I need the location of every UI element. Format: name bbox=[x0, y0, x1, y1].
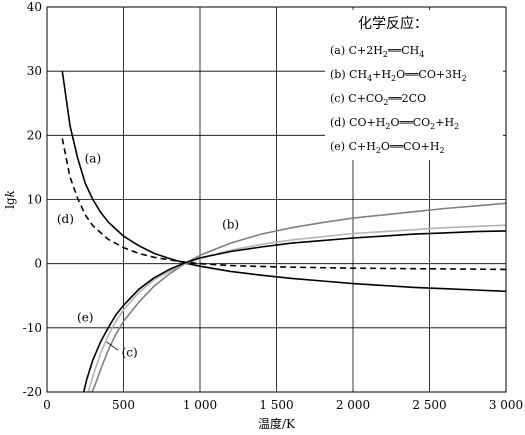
y-tick-label--20: -20 bbox=[23, 385, 42, 399]
y-axis-label: lgk bbox=[3, 190, 17, 209]
curve-label-c-leader bbox=[106, 341, 119, 351]
legend-entry-a: (a) C+2H2══CH4 bbox=[330, 44, 424, 59]
series-line-b bbox=[91, 202, 506, 392]
tick-labels: 0 500 1 000 1 500 2 000 2 500 3 000 -20 -10 0 10 20… bbox=[23, 0, 524, 412]
x-tick-label-3000: 3 000 bbox=[489, 398, 523, 412]
y-tick-label-30: 30 bbox=[27, 64, 42, 78]
legend-entry-d: (d) CO+H2O══CO2+H2 bbox=[330, 116, 459, 131]
y-tick-label-40: 40 bbox=[27, 0, 42, 14]
y-axis-label-text: lgk bbox=[3, 190, 17, 209]
legend: 化学反应： (a) C+2H2══CH4 (b) CH4+H2O══CO+3H2 (c… bbox=[330, 15, 467, 155]
x-axis-label: 温度/K bbox=[258, 416, 296, 431]
curve-label-a: (a) bbox=[85, 151, 102, 165]
legend-entry-e: (e) C+H2O══CO+H2 bbox=[330, 140, 445, 155]
y-tick-label-10: 10 bbox=[27, 193, 42, 207]
curve-label-e: (e) bbox=[77, 310, 93, 324]
legend-title: 化学反应： bbox=[358, 15, 428, 32]
x-tick-label-2500: 2 500 bbox=[412, 398, 446, 412]
x-tick-label-500: 500 bbox=[112, 398, 135, 412]
y-tick-label--10: -10 bbox=[23, 321, 42, 335]
x-tick-label-0: 0 bbox=[43, 398, 51, 412]
series-line-c bbox=[87, 224, 506, 392]
plot-frame bbox=[46, 6, 507, 393]
y-tick-label-0: 0 bbox=[34, 257, 42, 271]
series-line-e bbox=[82, 230, 506, 392]
x-tick-label-2000: 2 000 bbox=[336, 398, 370, 412]
legend-entry-c: (c) C+CO2══2CO bbox=[330, 92, 426, 107]
series-line-d bbox=[61, 138, 506, 271]
y-tick-label-20: 20 bbox=[27, 128, 42, 142]
curve-label-d: (d) bbox=[57, 212, 74, 226]
curve-label-c: (c) bbox=[122, 346, 138, 360]
x-tick-label-1000: 1 000 bbox=[183, 398, 217, 412]
legend-entry-b: (b) CH4+H2O══CO+3H2 bbox=[330, 68, 467, 83]
curve-labels: (a) (b) (c) (d) (e) bbox=[57, 151, 239, 359]
x-tick-label-1500: 1 500 bbox=[259, 398, 293, 412]
legend-background bbox=[325, 10, 503, 160]
curve-label-b: (b) bbox=[222, 217, 239, 231]
